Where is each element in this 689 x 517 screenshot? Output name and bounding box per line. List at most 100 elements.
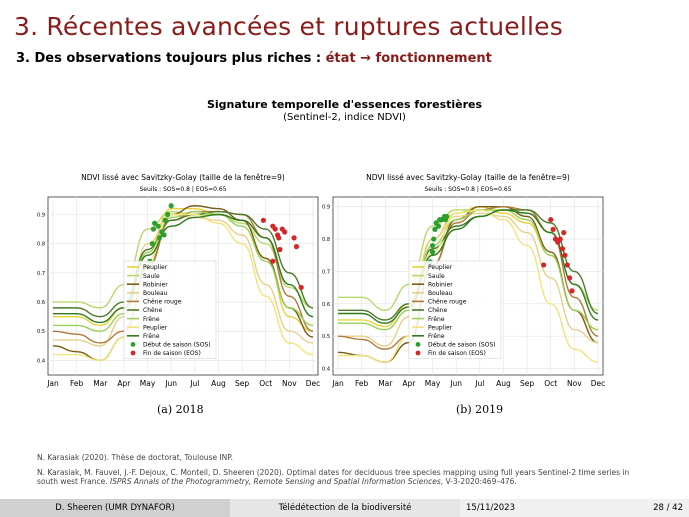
subtitle-highlight: état → fonctionnement (325, 51, 492, 66)
sos-point (149, 241, 155, 247)
chart-title: NDVI lissé avec Savitzky-Golay (taille d… (81, 173, 285, 182)
series-line (337, 209, 599, 324)
legend-label: Peuplier (428, 324, 453, 331)
legend-label: Bouleau (428, 290, 453, 297)
legend-label: Saule (143, 273, 160, 280)
eos-point (564, 262, 570, 268)
legend-label: Peuplier (428, 264, 453, 271)
legend-eos-label: Fin de saison (EOS) (428, 350, 486, 357)
sos-point (444, 213, 450, 220)
x-tick-label: Nov (282, 379, 297, 388)
footer-page: 28 / 42 (653, 503, 683, 513)
x-tick-label: May (140, 379, 156, 388)
x-tick-label: Dec (306, 379, 320, 388)
footer-date: 15/11/2023 (466, 503, 515, 513)
footer-course: Télédétection de la biodiversité (230, 499, 460, 517)
chart-thresholds: Seuils : SOS=0.8 | EOS=0.65 (139, 186, 226, 193)
footer-bar: D. Sheeren (UMR DYNAFOR) Télédétection d… (0, 499, 689, 517)
sos-point (429, 242, 436, 249)
y-tick-label: 0.4 (37, 358, 45, 364)
eos-point (548, 217, 554, 223)
legend-sos-label: Début de saison (SOS) (143, 342, 211, 349)
eos-point (282, 229, 288, 235)
eos-point (559, 246, 566, 252)
y-tick-label: 0.5 (322, 334, 330, 340)
eos-point (277, 246, 283, 253)
chart-thresholds: Seuils : SOS=0.8 | EOS=0.65 (424, 186, 511, 193)
legend-label: Saule (428, 273, 445, 280)
reference-thesis: N. Karasiak (2020). Thèse de doctorat, T… (37, 453, 234, 462)
eos-point (550, 226, 556, 232)
series-line (53, 213, 314, 324)
chart-2019: NDVI lissé avec Savitzky-Golay (taille d… (322, 173, 605, 388)
x-tick-label: Mar (378, 379, 393, 388)
x-tick-label: Apr (402, 379, 416, 388)
legend-label: Chêne (428, 307, 447, 314)
x-tick-label: Dec (591, 379, 605, 388)
footer-author: D. Sheeren (UMR DYNAFOR) (0, 499, 230, 517)
sos-point (431, 236, 437, 242)
x-tick-label: Aug (496, 379, 511, 388)
x-tick-label: Jan (331, 379, 344, 388)
figure-subtitle: (Sentinel-2, indice NDVI) (283, 112, 406, 123)
series-line (338, 209, 599, 321)
x-tick-label: Apr (117, 379, 131, 388)
legend-label: Bouleau (143, 290, 168, 297)
y-tick-label: 0.5 (37, 329, 45, 335)
sos-point (435, 223, 442, 229)
eos-point (298, 284, 304, 291)
y-tick-label: 0.7 (322, 269, 330, 275)
legend-label: Peuplier (143, 324, 168, 331)
y-tick-label: 0.7 (37, 271, 45, 277)
legend-label: Frêne (143, 333, 160, 340)
series-line (338, 209, 599, 363)
eos-point (270, 258, 276, 264)
eos-point (293, 244, 300, 250)
sos-point (155, 223, 161, 229)
y-tick-label: 0.8 (322, 237, 330, 243)
chart-title: NDVI lissé avec Savitzky-Golay (taille d… (366, 173, 570, 182)
subtitle-prefix: 3. Des observations toujours plus riches… (16, 51, 326, 66)
reference-article-journal: ISPRS Annals of the Photogrammetry, Remo… (110, 477, 441, 486)
x-tick-label: Aug (211, 379, 226, 388)
eos-point (562, 252, 568, 258)
slide-subtitle: 3. Des observations toujours plus riches… (16, 51, 492, 66)
x-tick-label: Feb (355, 379, 369, 388)
eos-point (567, 275, 573, 281)
legend-label: Chêne (143, 307, 162, 314)
legend-sos-label: Début de saison (SOS) (428, 342, 496, 349)
series-line (53, 213, 314, 362)
legend-label: Chêne rouge (143, 299, 182, 306)
y-tick-label: 0.9 (37, 213, 45, 219)
sos-point (432, 226, 438, 232)
legend-label: Robinier (428, 281, 453, 288)
series-line (53, 210, 314, 309)
legend-label: Frêne (143, 316, 160, 323)
legend-label: Robinier (143, 281, 168, 288)
series-line (53, 210, 314, 318)
y-tick-label: 0.6 (37, 300, 45, 306)
x-tick-label: Sep (235, 379, 249, 388)
reference-article: N. Karasiak, M. Fauvel, J.-F. Dejoux, C.… (37, 468, 647, 486)
sos-point (162, 217, 168, 223)
sos-point (429, 249, 436, 255)
reference-article-end: , V-3-2020:469–476. (440, 477, 517, 486)
x-tick-label: Nov (567, 379, 582, 388)
legend-label: Frêne (428, 333, 445, 340)
chart-2018: NDVI lissé avec Savitzky-Golay (taille d… (37, 173, 320, 388)
x-tick-label: Jul (474, 379, 484, 388)
caption-2019: (b) 2019 (456, 403, 504, 416)
eos-point (260, 217, 266, 223)
legend-eos-marker (415, 350, 421, 356)
eos-point (557, 236, 563, 242)
x-tick-label: Mar (93, 379, 108, 388)
eos-point (272, 226, 278, 232)
sos-point (165, 211, 171, 218)
x-tick-label: Feb (70, 379, 84, 388)
legend-box (408, 260, 502, 359)
x-tick-label: Jun (164, 379, 177, 388)
figure-title: Signature temporelle d'essences forestiè… (206, 98, 483, 111)
legend-sos-marker (130, 342, 136, 347)
reference-article-text: N. Karasiak, M. Fauvel, J.-F. Dejoux, C.… (37, 468, 630, 486)
x-tick-label: May (425, 379, 441, 388)
